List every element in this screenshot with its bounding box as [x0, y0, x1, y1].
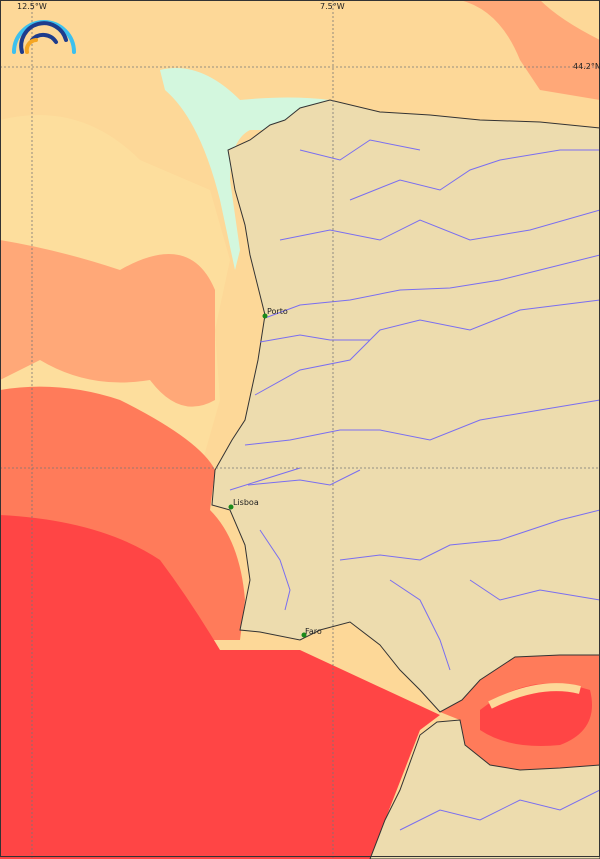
sea-zone-warm-north — [460, 0, 600, 100]
city-label-lisboa: Lisboa — [233, 498, 259, 507]
north-africa-land — [369, 719, 600, 859]
city-label-faro: Faro — [305, 627, 322, 636]
iberian-peninsula-land — [211, 99, 600, 713]
sea-zone-warm — [0, 240, 215, 407]
rainbow-arcs-logo — [12, 20, 76, 54]
longitude-label-12-5w: 12.5°W — [17, 2, 47, 11]
sea-zone-hottest — [0, 515, 440, 859]
city-label-porto: Porto — [267, 307, 288, 316]
city-marker-porto[interactable] — [262, 313, 268, 319]
longitude-label-7-5w: 7.5°W — [320, 2, 345, 11]
city-marker-faro[interactable] — [301, 632, 307, 638]
rivers — [229, 139, 600, 831]
alboran-warm-filament — [488, 683, 581, 709]
city-marker-lisboa[interactable] — [228, 504, 234, 510]
latitude-label-44-2n: 44.2°N — [573, 62, 600, 71]
